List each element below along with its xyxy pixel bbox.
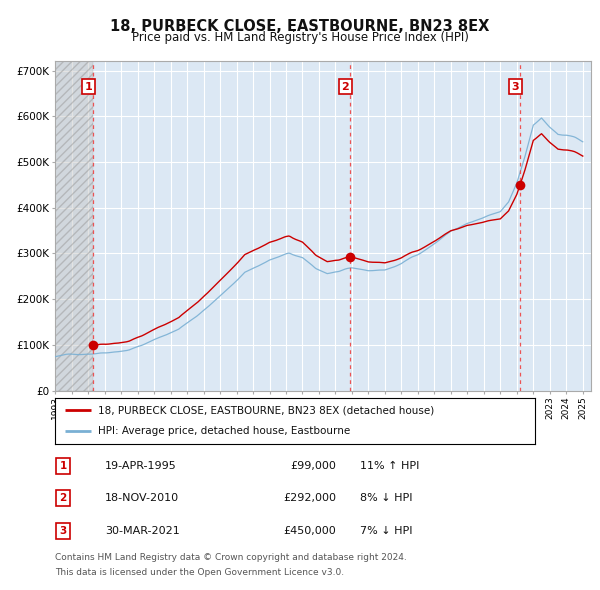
Text: 18, PURBECK CLOSE, EASTBOURNE, BN23 8EX (detached house): 18, PURBECK CLOSE, EASTBOURNE, BN23 8EX … — [98, 405, 434, 415]
Text: 18-NOV-2010: 18-NOV-2010 — [105, 493, 179, 503]
Text: 30-MAR-2021: 30-MAR-2021 — [105, 526, 180, 536]
Text: 3: 3 — [511, 81, 519, 91]
Text: £450,000: £450,000 — [283, 526, 336, 536]
Text: This data is licensed under the Open Government Licence v3.0.: This data is licensed under the Open Gov… — [55, 568, 344, 577]
Text: 1: 1 — [84, 81, 92, 91]
Text: Price paid vs. HM Land Registry's House Price Index (HPI): Price paid vs. HM Land Registry's House … — [131, 31, 469, 44]
Text: 11% ↑ HPI: 11% ↑ HPI — [360, 461, 419, 471]
Text: 3: 3 — [59, 526, 67, 536]
Text: 19-APR-1995: 19-APR-1995 — [105, 461, 177, 471]
Text: 18, PURBECK CLOSE, EASTBOURNE, BN23 8EX: 18, PURBECK CLOSE, EASTBOURNE, BN23 8EX — [110, 19, 490, 34]
Text: 8% ↓ HPI: 8% ↓ HPI — [360, 493, 413, 503]
Text: £292,000: £292,000 — [283, 493, 336, 503]
Text: 2: 2 — [341, 81, 349, 91]
Text: Contains HM Land Registry data © Crown copyright and database right 2024.: Contains HM Land Registry data © Crown c… — [55, 553, 407, 562]
Text: 7% ↓ HPI: 7% ↓ HPI — [360, 526, 413, 536]
Text: 1: 1 — [59, 461, 67, 471]
Text: £99,000: £99,000 — [290, 461, 336, 471]
Bar — [55, 61, 93, 391]
Text: 2: 2 — [59, 493, 67, 503]
Text: HPI: Average price, detached house, Eastbourne: HPI: Average price, detached house, East… — [98, 426, 350, 436]
